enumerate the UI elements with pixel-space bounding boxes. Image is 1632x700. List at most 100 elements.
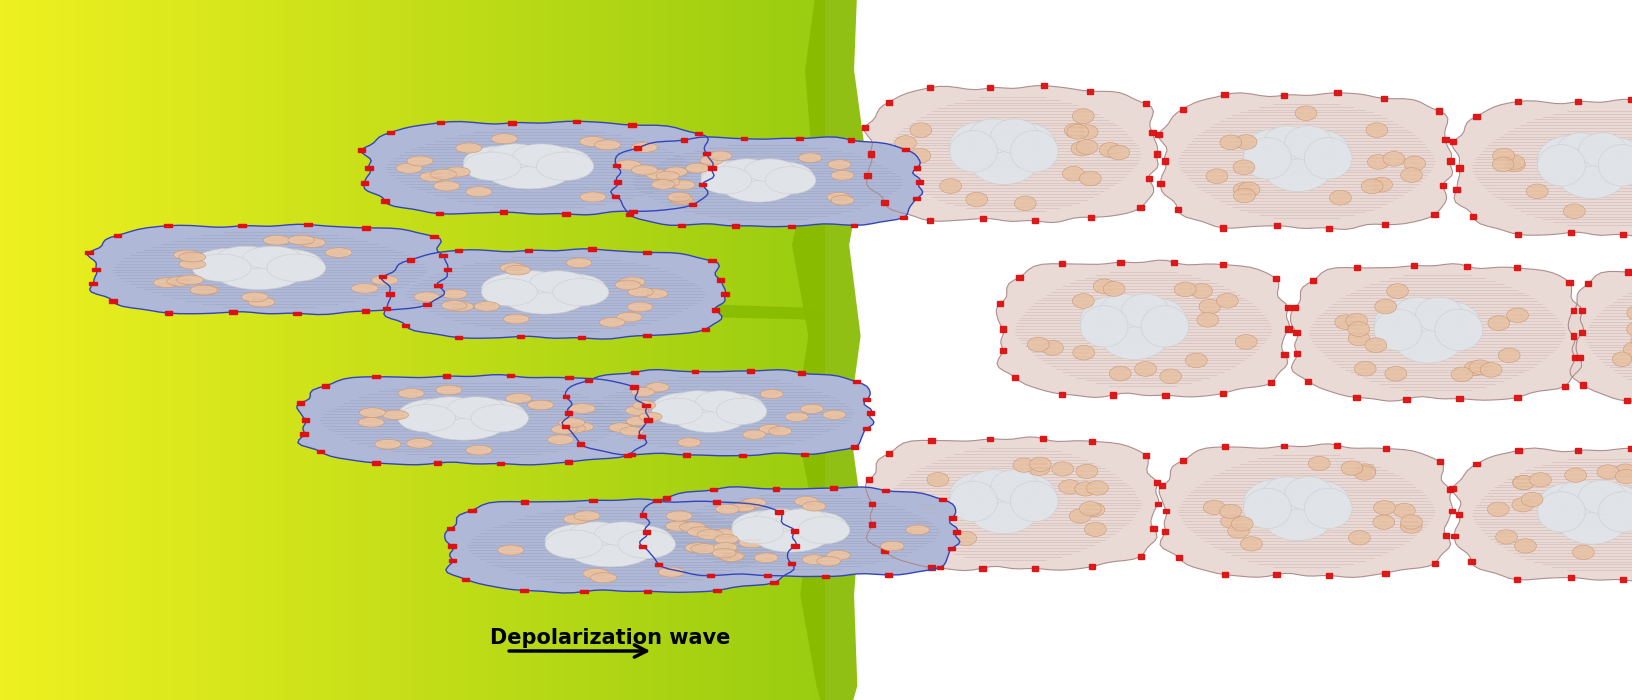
Bar — [1454, 512, 1461, 517]
Bar — [5, 0, 10, 700]
Ellipse shape — [545, 530, 602, 559]
Bar — [366, 0, 370, 700]
Bar — [370, 0, 375, 700]
Ellipse shape — [1364, 122, 1387, 137]
Ellipse shape — [617, 312, 641, 322]
Ellipse shape — [991, 470, 1038, 503]
Bar — [868, 522, 875, 527]
Ellipse shape — [351, 284, 379, 293]
Bar — [708, 167, 715, 169]
Bar — [1441, 137, 1448, 143]
Bar — [1291, 304, 1297, 309]
Ellipse shape — [1348, 331, 1369, 346]
Ellipse shape — [1294, 106, 1315, 120]
Ellipse shape — [666, 521, 692, 531]
Bar — [31, 0, 34, 700]
Ellipse shape — [909, 148, 930, 163]
Ellipse shape — [909, 122, 932, 137]
Bar — [885, 573, 891, 577]
Bar — [289, 0, 292, 700]
Ellipse shape — [800, 404, 823, 414]
Ellipse shape — [950, 122, 1013, 170]
Bar — [1624, 398, 1629, 403]
Bar — [641, 404, 650, 407]
Ellipse shape — [1345, 314, 1366, 328]
Bar — [80, 0, 85, 700]
Ellipse shape — [1369, 177, 1392, 192]
Ellipse shape — [1234, 335, 1257, 349]
Bar — [1381, 222, 1387, 227]
Bar — [769, 0, 774, 700]
Bar — [702, 152, 710, 155]
Bar — [390, 0, 395, 700]
Ellipse shape — [1206, 169, 1227, 183]
Ellipse shape — [667, 193, 690, 202]
Bar — [667, 0, 672, 700]
Ellipse shape — [552, 424, 578, 434]
Bar — [1570, 308, 1575, 314]
Bar — [1110, 393, 1115, 398]
Ellipse shape — [950, 481, 997, 522]
Bar — [1159, 484, 1165, 489]
Ellipse shape — [620, 426, 643, 436]
Bar — [1353, 265, 1359, 270]
Bar — [628, 123, 635, 127]
Bar — [253, 0, 258, 700]
Polygon shape — [361, 121, 713, 215]
Ellipse shape — [1622, 342, 1632, 357]
Bar — [863, 398, 870, 401]
Bar — [627, 0, 630, 700]
Bar — [561, 212, 570, 216]
Ellipse shape — [919, 502, 940, 517]
Bar — [854, 380, 860, 384]
Bar — [712, 309, 720, 312]
Ellipse shape — [1404, 156, 1425, 171]
Bar — [1040, 83, 1046, 88]
Ellipse shape — [447, 302, 473, 312]
Ellipse shape — [1288, 481, 1350, 525]
Ellipse shape — [785, 412, 808, 421]
Polygon shape — [640, 486, 960, 577]
Bar — [682, 454, 689, 456]
Ellipse shape — [1614, 470, 1632, 484]
Ellipse shape — [1244, 138, 1291, 179]
Bar — [1154, 151, 1159, 157]
Bar — [1284, 326, 1291, 332]
Bar — [739, 454, 746, 457]
Bar — [1446, 487, 1452, 492]
Bar — [245, 0, 250, 700]
Bar — [317, 450, 325, 454]
Ellipse shape — [1240, 537, 1262, 551]
Bar — [1279, 444, 1286, 449]
Bar — [816, 0, 821, 700]
Bar — [743, 0, 746, 700]
Ellipse shape — [1041, 341, 1062, 355]
Bar — [708, 0, 713, 700]
Bar — [214, 0, 219, 700]
Bar — [1573, 448, 1580, 453]
Bar — [274, 0, 279, 700]
Bar — [170, 0, 175, 700]
Bar — [702, 328, 708, 331]
Polygon shape — [1451, 99, 1632, 237]
Ellipse shape — [751, 516, 831, 552]
Bar — [403, 0, 408, 700]
Ellipse shape — [444, 167, 470, 177]
Ellipse shape — [1124, 298, 1186, 344]
Bar — [632, 0, 636, 700]
Bar — [790, 529, 798, 533]
Ellipse shape — [1307, 456, 1328, 470]
Bar — [1219, 225, 1226, 230]
Ellipse shape — [455, 143, 481, 153]
Bar — [333, 0, 336, 700]
Ellipse shape — [568, 522, 625, 545]
Bar — [630, 385, 638, 389]
Bar — [1431, 561, 1436, 566]
Ellipse shape — [831, 171, 854, 180]
Bar — [619, 0, 622, 700]
Ellipse shape — [481, 273, 558, 304]
Bar — [1567, 230, 1573, 235]
Ellipse shape — [579, 136, 605, 146]
Ellipse shape — [1611, 352, 1630, 367]
Bar — [362, 0, 367, 700]
